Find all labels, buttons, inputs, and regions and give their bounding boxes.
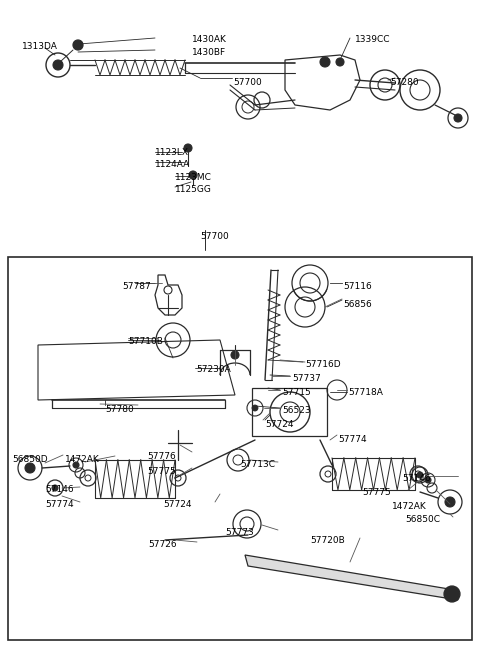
Circle shape: [73, 40, 83, 50]
Text: 1430AK: 1430AK: [192, 35, 227, 44]
Circle shape: [445, 497, 455, 507]
Text: 57280: 57280: [390, 78, 419, 87]
Text: 57146: 57146: [402, 474, 431, 483]
Circle shape: [184, 144, 192, 152]
Text: 57724: 57724: [163, 500, 192, 509]
Text: 56856: 56856: [343, 300, 372, 309]
Text: 1472AK: 1472AK: [65, 455, 100, 464]
Text: 57146: 57146: [45, 485, 73, 494]
Circle shape: [252, 405, 258, 411]
Text: 57726: 57726: [148, 540, 177, 549]
Bar: [252, 388, 327, 436]
Text: 57776: 57776: [147, 452, 176, 461]
Text: 57775: 57775: [362, 488, 391, 497]
Text: 57787: 57787: [122, 282, 151, 291]
Text: 1313DA: 1313DA: [22, 42, 58, 51]
Text: 57773: 57773: [225, 528, 254, 537]
Circle shape: [417, 472, 423, 478]
Circle shape: [448, 590, 456, 598]
Text: 56523: 56523: [282, 406, 311, 415]
Text: 1125GG: 1125GG: [175, 185, 212, 194]
Text: 57724: 57724: [265, 420, 293, 429]
Text: 57780: 57780: [105, 405, 134, 414]
Text: 57774: 57774: [338, 435, 367, 444]
Text: 57715: 57715: [282, 388, 311, 397]
Circle shape: [425, 477, 431, 483]
Circle shape: [454, 114, 462, 122]
Text: 57774: 57774: [45, 500, 73, 509]
Text: 56850D: 56850D: [12, 455, 48, 464]
Circle shape: [231, 351, 239, 359]
Text: 1339CC: 1339CC: [355, 35, 391, 44]
Circle shape: [189, 171, 197, 179]
Text: 57713C: 57713C: [240, 460, 275, 469]
Text: 1430BF: 1430BF: [192, 48, 226, 57]
Text: 57700: 57700: [200, 232, 229, 241]
Circle shape: [444, 586, 460, 602]
Text: 1123MC: 1123MC: [175, 173, 212, 182]
Text: 57775: 57775: [147, 467, 176, 476]
Text: 57716D: 57716D: [305, 360, 341, 369]
Text: 56850C: 56850C: [405, 515, 440, 524]
Text: 57718A: 57718A: [348, 388, 383, 397]
Text: 57710B: 57710B: [128, 337, 163, 346]
Circle shape: [25, 463, 35, 473]
Circle shape: [336, 58, 344, 66]
Text: 57720B: 57720B: [310, 536, 345, 545]
Text: 57700: 57700: [233, 78, 262, 87]
Polygon shape: [245, 555, 458, 600]
Circle shape: [320, 57, 330, 67]
Text: 57116: 57116: [343, 282, 372, 291]
Bar: [8, 257, 472, 640]
Text: 57230A: 57230A: [196, 365, 231, 374]
Text: 1123LX: 1123LX: [155, 148, 189, 157]
Text: 57737: 57737: [292, 374, 321, 383]
Text: 1472AK: 1472AK: [392, 502, 427, 511]
Text: 1124AA: 1124AA: [155, 160, 190, 169]
Circle shape: [73, 462, 79, 468]
Circle shape: [52, 485, 58, 491]
Circle shape: [53, 60, 63, 70]
